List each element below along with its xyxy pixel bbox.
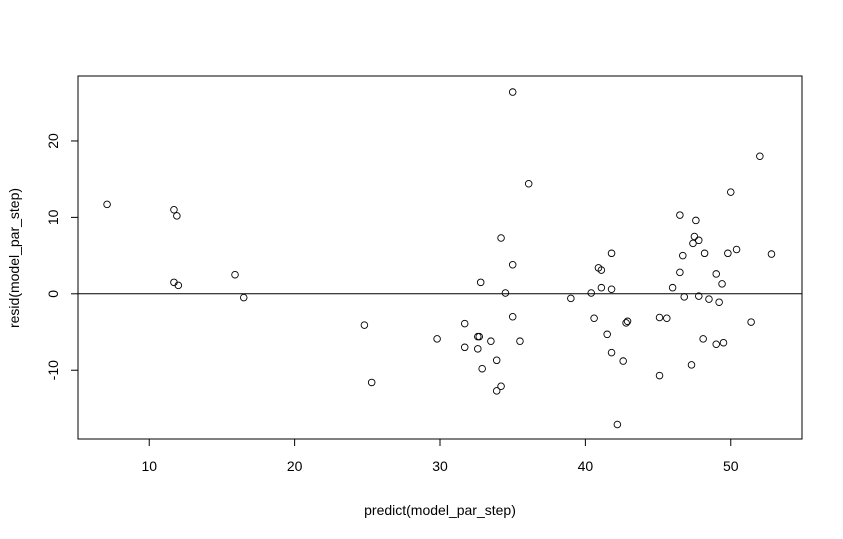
data-point	[699, 335, 707, 343]
data-point	[712, 340, 720, 348]
data-point	[727, 188, 735, 196]
x-axis: 10 20 30 40 50	[141, 438, 739, 474]
data-point	[460, 343, 469, 352]
data-point	[597, 266, 606, 274]
y-tick-label: 20	[45, 133, 61, 149]
data-point	[501, 289, 510, 297]
data-point	[655, 313, 664, 322]
data-point	[603, 330, 611, 339]
data-point	[719, 338, 728, 347]
data-point	[492, 387, 501, 395]
data-point	[590, 314, 598, 323]
data-point	[607, 285, 616, 293]
data-point	[700, 249, 709, 258]
data-point	[367, 378, 376, 387]
y-axis-label: resid(model_par_step)	[6, 188, 22, 328]
data-point	[497, 234, 505, 242]
data-point	[508, 88, 517, 96]
data-point	[689, 239, 697, 248]
data-point	[724, 249, 732, 258]
data-point	[668, 283, 677, 292]
data-point	[679, 251, 687, 260]
data-point	[756, 152, 764, 160]
data-points	[103, 88, 776, 429]
data-point	[695, 236, 703, 245]
data-point	[497, 382, 505, 391]
x-tick-label: 50	[723, 458, 739, 474]
data-point	[508, 312, 517, 321]
data-point	[747, 318, 755, 326]
y-tick-label: -10	[45, 360, 61, 380]
data-point	[687, 361, 696, 369]
data-point	[676, 268, 684, 277]
data-point	[174, 281, 183, 290]
data-point	[516, 337, 524, 345]
data-point	[690, 232, 699, 241]
data-point	[718, 280, 726, 288]
data-point	[524, 180, 533, 188]
data-point	[170, 205, 178, 214]
data-point	[597, 283, 606, 292]
y-axis: -10 0 10 20	[45, 133, 79, 380]
x-axis-label: predict(model_par_step)	[364, 502, 516, 518]
data-point	[622, 319, 630, 327]
x-tick-label: 40	[578, 458, 594, 474]
data-point	[173, 212, 181, 220]
data-point	[705, 295, 713, 303]
data-point	[508, 261, 517, 269]
data-point	[715, 298, 723, 306]
data-point	[767, 250, 776, 258]
data-point	[613, 420, 622, 429]
data-point	[567, 294, 575, 303]
data-point	[692, 216, 700, 225]
data-point	[476, 278, 485, 287]
x-tick-label: 20	[287, 458, 303, 474]
data-point	[712, 270, 720, 278]
y-tick-label: 10	[45, 209, 61, 225]
data-point	[607, 348, 616, 357]
data-point	[460, 319, 469, 328]
data-point	[623, 317, 632, 326]
data-point	[676, 211, 684, 219]
data-point	[663, 314, 671, 323]
data-point	[239, 293, 248, 302]
data-point	[607, 249, 616, 258]
data-point	[492, 356, 501, 365]
data-point	[587, 289, 595, 297]
data-point	[732, 245, 741, 254]
x-tick-label: 10	[141, 458, 157, 474]
data-point	[433, 335, 441, 343]
data-point	[474, 332, 482, 341]
data-point	[680, 293, 688, 301]
data-point	[231, 270, 239, 279]
data-point	[619, 357, 627, 365]
data-point	[360, 321, 369, 329]
data-point	[475, 332, 484, 341]
data-point	[474, 345, 482, 353]
data-point	[695, 292, 703, 300]
data-point	[487, 337, 495, 345]
x-tick-label: 30	[432, 458, 448, 474]
y-tick-label: 0	[45, 290, 61, 298]
plot-frame	[77, 75, 803, 440]
data-point	[478, 364, 486, 373]
data-point	[655, 371, 664, 380]
data-point	[103, 200, 111, 209]
